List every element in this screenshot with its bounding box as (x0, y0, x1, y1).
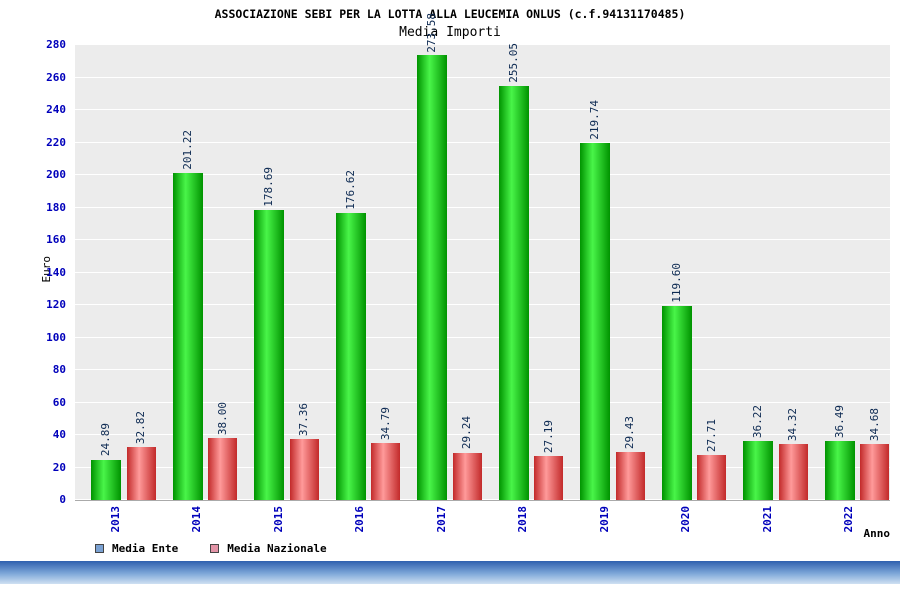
legend: Media Ente Media Nazionale (95, 542, 327, 555)
gridline (75, 401, 890, 403)
value-label: 34.32 (786, 408, 800, 442)
gridline (75, 109, 890, 110)
value-label: 201.22 (180, 130, 194, 171)
x-tick-label-2022: 2022 (842, 506, 856, 533)
y-axis-ticks: 0 20 40 60 80 100 120 140 160 180 200 220 240 260 280 (0, 38, 70, 506)
value-label: 119.60 (669, 262, 683, 303)
y-tick-label: 60 (52, 395, 66, 409)
gridline (75, 304, 890, 305)
gridline (75, 141, 890, 143)
bar-2019-media-ente (580, 142, 611, 500)
x-axis-title: Anno (863, 527, 891, 540)
legend-item-media-nazionale: Media Nazionale (210, 542, 327, 555)
y-tick-label: 0 (59, 493, 66, 506)
bar-2013-media-ente (91, 459, 122, 500)
y-tick-label: 260 (46, 70, 66, 84)
chart-title: ASSOCIAZIONE SEBI PER LA LOTTA ALLA LEUC… (214, 7, 686, 21)
x-tick-label-2020: 2020 (679, 506, 693, 533)
value-label: 34.68 (867, 407, 881, 441)
y-tick-label: 200 (46, 168, 66, 181)
bar-2014-media-ente (172, 173, 203, 500)
value-label: 36.49 (832, 404, 846, 438)
x-tick-label-2017: 2017 (434, 506, 448, 533)
y-tick-label: 240 (46, 103, 66, 116)
value-label: 176.62 (343, 170, 357, 210)
gridline (75, 369, 890, 370)
y-tick-label: 40 (52, 428, 66, 441)
gridline (75, 336, 890, 338)
legend-label-media-ente: Media Ente (112, 542, 179, 555)
gridline (75, 239, 890, 240)
bar-2018-media-nazionale (534, 455, 564, 500)
bar-2018-media-ente (498, 85, 529, 500)
bar-2021-media-ente (743, 441, 774, 500)
bar-2016-media-nazionale (371, 443, 401, 500)
gridline (75, 466, 890, 468)
value-label: 27.19 (541, 419, 555, 453)
value-label: 29.43 (623, 416, 637, 450)
footer-bar (0, 561, 900, 584)
value-label: 273.58 (425, 12, 439, 53)
x-tick-label-2015: 2015 (271, 506, 285, 533)
legend-item-media-ente: Media Ente (95, 542, 178, 555)
y-tick-label: 20 (52, 460, 66, 474)
bar-2022-media-nazionale (860, 443, 890, 500)
x-tick-label-2019: 2019 (597, 506, 611, 533)
bar-2014-media-nazionale (208, 438, 238, 500)
x-tick-label-2018: 2018 (516, 506, 530, 533)
y-tick-label: 120 (46, 298, 66, 311)
legend-swatch-media-ente (95, 544, 104, 553)
value-label: 178.69 (262, 166, 276, 207)
value-label: 27.71 (704, 418, 718, 452)
y-tick-label: 140 (46, 265, 66, 279)
value-label: 34.79 (378, 407, 392, 441)
bar-2013-media-nazionale (126, 446, 156, 500)
x-tick-label-2021: 2021 (760, 506, 774, 533)
gridline (75, 206, 890, 208)
value-label: 32.82 (134, 410, 148, 444)
value-label: 219.74 (588, 100, 602, 140)
legend-swatch-media-nazionale (210, 544, 220, 553)
x-tick-label-2014: 2014 (190, 506, 204, 533)
bar-2019-media-nazionale (615, 452, 645, 500)
gridline (75, 76, 890, 78)
gridline (75, 499, 890, 500)
bar-2017-media-nazionale (452, 452, 482, 500)
gridline (75, 271, 890, 273)
gridline (75, 174, 890, 175)
value-label: 255.05 (506, 42, 520, 83)
value-label: 38.00 (215, 402, 229, 436)
bar-2022-media-ente (824, 440, 855, 500)
y-tick-label: 280 (46, 38, 66, 51)
y-tick-label: 220 (46, 135, 66, 149)
bar-2015-media-ente (254, 209, 285, 500)
y-tick-label: 160 (46, 233, 66, 246)
chart-subtitle: Media Importi (399, 25, 501, 40)
y-tick-label: 80 (52, 363, 66, 376)
bar-2017-media-ente (417, 55, 448, 500)
value-label: 29.24 (460, 416, 474, 450)
x-tick-label-2016: 2016 (353, 506, 367, 533)
bar-2015-media-nazionale (289, 439, 319, 500)
value-label: 24.89 (99, 423, 113, 457)
bar-2021-media-nazionale (778, 444, 808, 500)
y-tick-label: 180 (46, 200, 66, 214)
gridline (75, 434, 890, 435)
bar-2020-media-nazionale (697, 454, 727, 500)
gridline (75, 44, 890, 45)
plot-area: 24.89 201.22 178.69 176.62 273.58 255.05 219.7… (75, 13, 890, 501)
bar-2016-media-ente (335, 213, 366, 500)
x-tick-label-2013: 2013 (108, 506, 122, 533)
y-tick-label: 100 (46, 330, 66, 344)
legend-label-media-nazionale: Media Nazionale (227, 542, 327, 555)
value-label: 36.22 (751, 405, 765, 439)
value-label: 37.36 (297, 403, 311, 437)
bar-2020-media-ente (661, 305, 692, 500)
